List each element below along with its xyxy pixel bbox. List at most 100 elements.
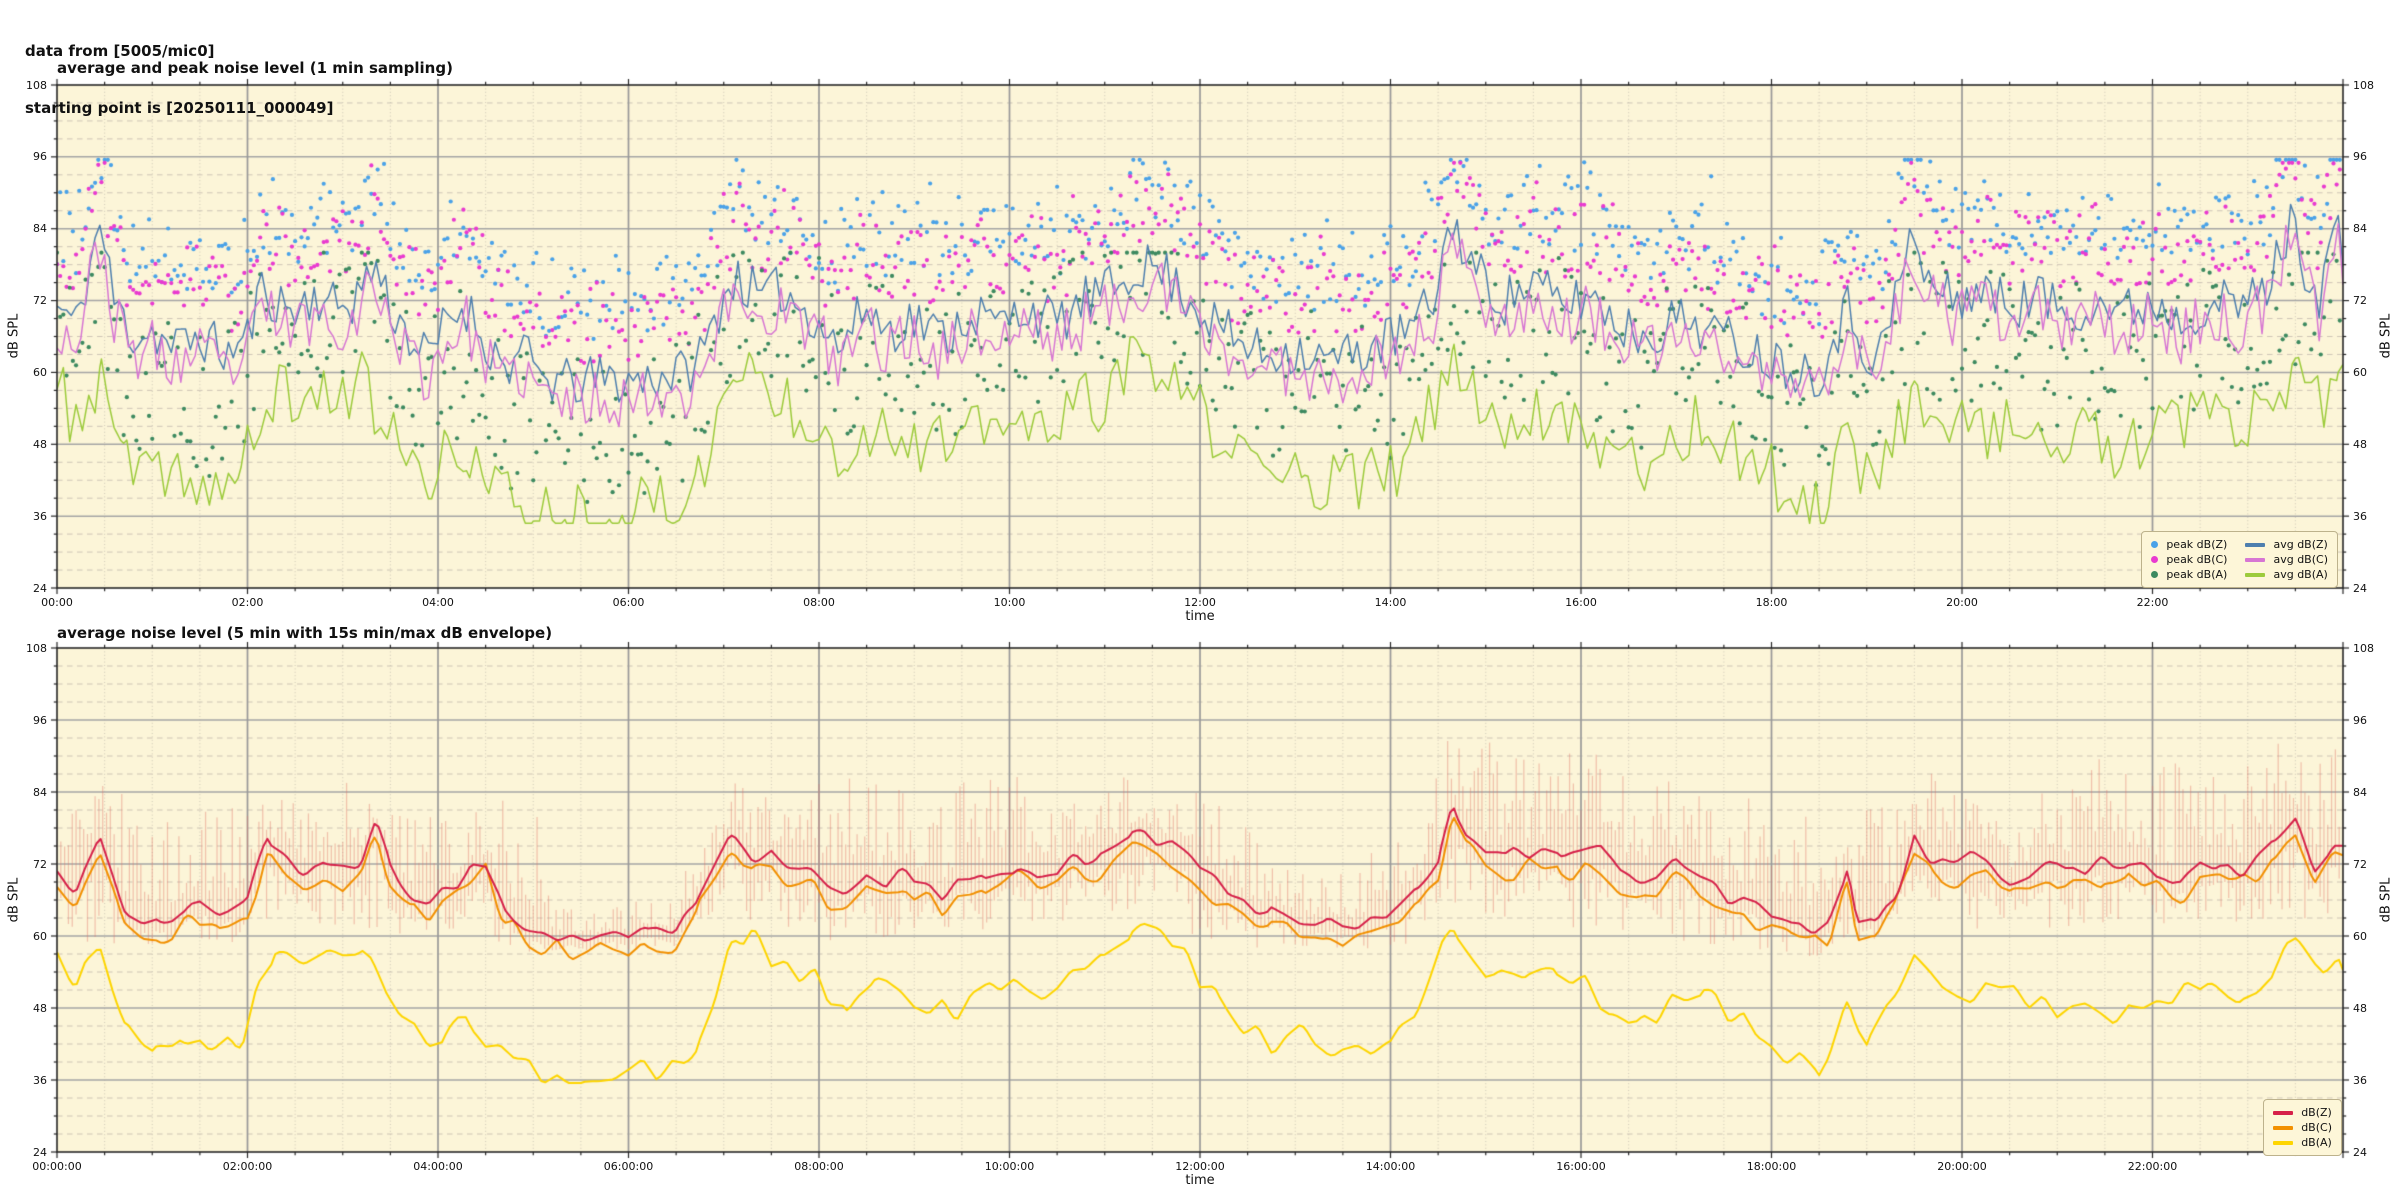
- chart1-legend-peak-column: peak dB(Z) peak dB(C) peak dB(A): [2151, 537, 2227, 582]
- y-tick-label: 84: [33, 222, 47, 236]
- x-tick-label: 20:00: [1946, 596, 1978, 609]
- y-tick-label: 96: [2353, 150, 2367, 164]
- legend-item-peak-dbz: peak dB(Z): [2151, 537, 2227, 552]
- y-tick-label: 60: [33, 365, 47, 379]
- y-tick-label: 96: [2353, 713, 2367, 727]
- y-tick-label: 108: [26, 641, 47, 655]
- y-tick-label: 36: [2353, 1073, 2367, 1087]
- y-tick-label: 72: [33, 857, 47, 871]
- legend-label: dB(A): [2301, 1136, 2332, 1149]
- y-tick-label: 72: [2353, 294, 2367, 308]
- y-tick-label: 96: [33, 713, 47, 727]
- legend-item-avg-dba: avg dB(A): [2245, 567, 2328, 582]
- chart2-x-axis-label: time: [1185, 1173, 1215, 1188]
- legend-item-peak-dba: peak dB(A): [2151, 567, 2227, 582]
- legend-label: avg dB(A): [2273, 568, 2328, 581]
- legend-label: peak dB(C): [2166, 553, 2228, 566]
- x-tick-label: 18:00:00: [1746, 1160, 1797, 1173]
- y-tick-label: 84: [2353, 785, 2367, 799]
- y-tick-label: 96: [33, 150, 47, 164]
- y-tick-label: 48: [33, 1001, 47, 1015]
- avg-dba-line-icon: [2245, 572, 2266, 577]
- x-tick-label: 02:00: [231, 596, 264, 609]
- x-tick-label: 16:00: [1565, 596, 1597, 609]
- chart2-y-axis-label-left: dB SPL: [6, 877, 22, 923]
- y-tick-label: 72: [33, 294, 47, 308]
- x-tick-label: 06:00:00: [603, 1160, 654, 1173]
- legend-label: avg dB(C): [2273, 553, 2328, 566]
- chart1-y-axis-label-left: dB SPL: [6, 313, 22, 359]
- legend-item-dba: dB(A): [2273, 1135, 2332, 1150]
- legend-label: dB(C): [2301, 1121, 2332, 1134]
- chart2-title: average noise level (5 min with 15s min/…: [57, 624, 553, 642]
- chart2-y-axis-label-right: dB SPL: [2378, 877, 2394, 923]
- x-tick-label: 10:00: [993, 596, 1026, 609]
- y-tick-label: 24: [33, 1145, 47, 1159]
- y-tick-label: 36: [33, 1073, 47, 1087]
- legend-item-avg-dbz: avg dB(Z): [2245, 537, 2328, 552]
- x-tick-label: 22:00:00: [2127, 1160, 2178, 1173]
- legend-label: avg dB(Z): [2273, 538, 2328, 551]
- y-tick-label: 108: [2353, 641, 2374, 655]
- x-tick-label: 00:00:00: [32, 1160, 82, 1173]
- avg-dbz-line-icon: [2245, 542, 2266, 547]
- avg-dbc-line-icon: [2245, 557, 2266, 562]
- chart1-legend-avg-column: avg dB(Z) avg dB(C) avg dB(A): [2245, 537, 2328, 582]
- x-tick-label: 04:00:00: [413, 1160, 463, 1173]
- legend-item-dbc: dB(C): [2273, 1120, 2332, 1135]
- y-tick-label: 72: [2353, 857, 2367, 871]
- peak-dba-marker-icon: [2151, 571, 2159, 578]
- header: data from [5005/mic0] starting point is …: [25, 4, 333, 137]
- chart1-x-axis-label: time: [1185, 609, 1215, 624]
- y-tick-label: 24: [2353, 581, 2367, 595]
- y-tick-label: 84: [2353, 222, 2367, 236]
- peak-dbc-marker-icon: [2151, 556, 2159, 563]
- x-tick-label: 08:00:00: [794, 1160, 844, 1173]
- legend-label: dB(Z): [2301, 1106, 2332, 1119]
- x-tick-label: 10:00:00: [984, 1160, 1035, 1173]
- y-tick-label: 36: [33, 509, 47, 523]
- header-line-1: data from [5005/mic0]: [25, 42, 215, 60]
- x-tick-label: 18:00: [1755, 596, 1788, 609]
- chart1-title: average and peak noise level (1 min samp…: [57, 59, 453, 77]
- x-tick-label: 20:00:00: [1937, 1160, 1987, 1173]
- legend-item-peak-dbc: peak dB(C): [2151, 552, 2227, 567]
- chart1-y-axis-label-right: dB SPL: [2378, 313, 2394, 359]
- y-tick-label: 24: [2353, 1145, 2367, 1159]
- legend-item-avg-dbc: avg dB(C): [2245, 552, 2328, 567]
- header-line-2: starting point is [20250111_000049]: [25, 99, 334, 117]
- chart2-legend-column: dB(Z) dB(C) dB(A): [2273, 1105, 2332, 1150]
- x-tick-label: 16:00:00: [1556, 1160, 1606, 1173]
- x-tick-label: 06:00: [612, 596, 645, 609]
- y-tick-label: 60: [2353, 929, 2367, 943]
- x-tick-label: 04:00: [422, 596, 454, 609]
- y-tick-label: 108: [2353, 78, 2374, 92]
- y-tick-label: 24: [33, 581, 47, 595]
- y-tick-label: 60: [2353, 365, 2367, 379]
- y-tick-label: 36: [2353, 509, 2367, 523]
- x-tick-label: 02:00:00: [222, 1160, 273, 1173]
- x-tick-label: 08:00: [803, 596, 835, 609]
- chart2-legend: dB(Z) dB(C) dB(A): [2263, 1099, 2342, 1156]
- x-tick-label: 00:00: [41, 596, 73, 609]
- y-tick-label: 48: [2353, 1001, 2367, 1015]
- x-tick-label: 14:00:00: [1365, 1160, 1416, 1173]
- y-tick-label: 108: [26, 78, 47, 92]
- y-tick-label: 48: [33, 437, 47, 451]
- y-tick-label: 48: [2353, 437, 2367, 451]
- y-tick-label: 60: [33, 929, 47, 943]
- legend-item-dbz: dB(Z): [2273, 1105, 2332, 1120]
- x-tick-label: 22:00: [2136, 596, 2169, 609]
- y-tick-label: 84: [33, 785, 47, 799]
- x-tick-label: 12:00:00: [1175, 1160, 1225, 1173]
- dba-line-icon: [2273, 1140, 2294, 1145]
- dbc-line-icon: [2273, 1125, 2294, 1130]
- legend-label: peak dB(A): [2166, 568, 2228, 581]
- legend-label: peak dB(Z): [2166, 538, 2228, 551]
- x-tick-label: 14:00: [1374, 596, 1407, 609]
- x-tick-label: 12:00: [1184, 596, 1216, 609]
- chart1-legend: peak dB(Z) peak dB(C) peak dB(A) avg dB(…: [2141, 531, 2338, 588]
